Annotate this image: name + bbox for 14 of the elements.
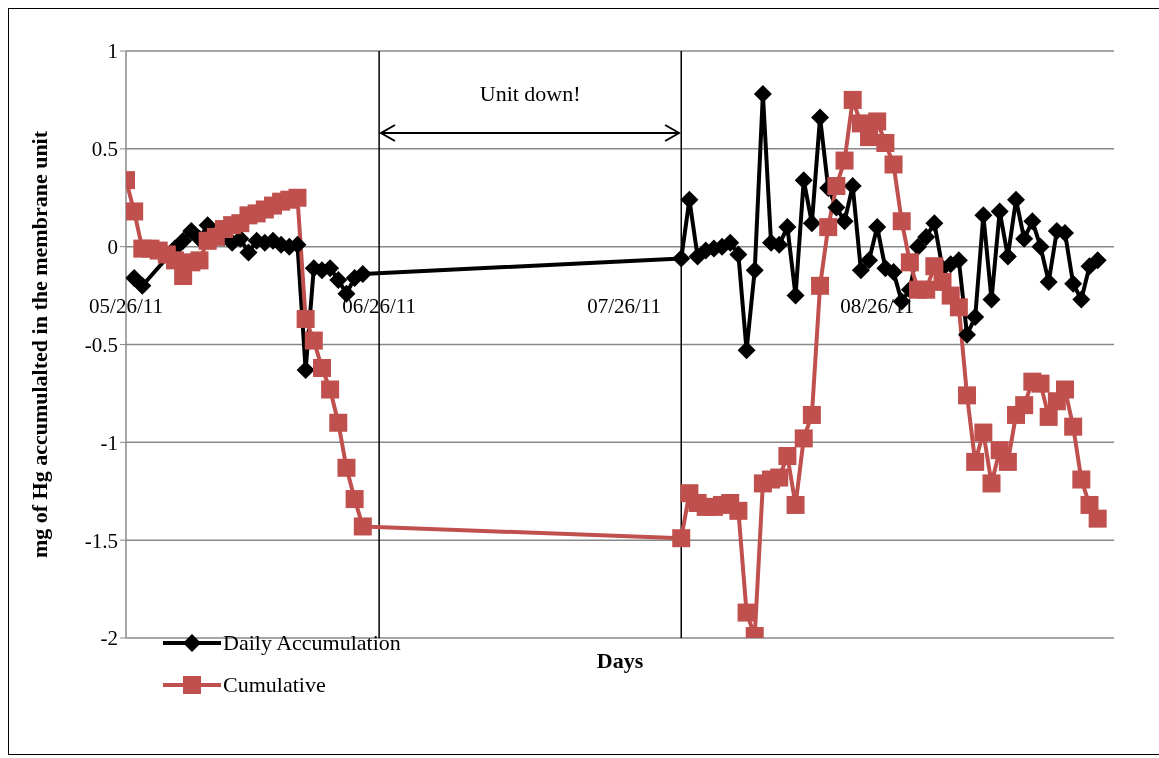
- x-axis-title: Days: [596, 648, 644, 673]
- legend-label: Cumulative: [223, 672, 326, 698]
- x-tick-label: 05/26/11: [89, 293, 163, 318]
- y-tick-label: -2: [100, 626, 118, 651]
- y-tick-label: -1.5: [84, 528, 118, 553]
- annotation: Unit down!: [478, 81, 582, 107]
- legend-label: Daily Accumulation: [223, 630, 401, 656]
- y-tick-label: -1: [100, 430, 118, 455]
- x-tick-label: 07/26/11: [587, 293, 662, 318]
- y-tick-label: 0: [107, 235, 118, 260]
- y-tick-label: -0.5: [84, 332, 118, 357]
- y-tick-label: 1: [107, 39, 118, 64]
- y-tick-label: 0.5: [91, 137, 118, 162]
- y-axis-title: mg of Hg accumulalted in the membrane unit: [26, 130, 52, 559]
